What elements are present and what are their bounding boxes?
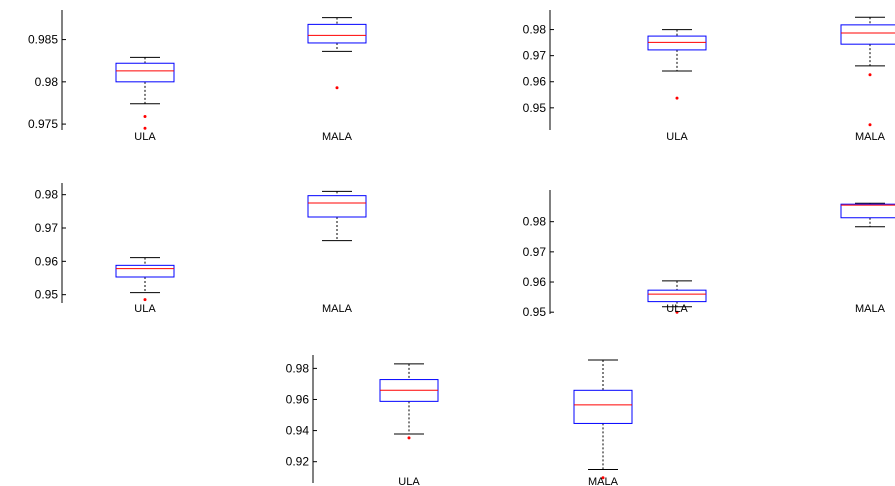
iqr-box: [840, 24, 895, 45]
panel-2: 0.95 0.96 0.97 0.98 ULA MALA: [523, 10, 895, 143]
x-category-label: MALA: [322, 131, 353, 143]
y-tick-label: 0.98: [286, 361, 310, 375]
x-category-label: MALA: [855, 303, 886, 315]
iqr-box: [307, 23, 367, 44]
outlier-point: [868, 73, 872, 77]
iqr-box: [647, 35, 707, 51]
y-tick-label: 0.96: [523, 275, 547, 289]
x-category-label: ULA: [666, 131, 688, 143]
y-tick-label: 0.96: [286, 392, 310, 406]
y-tick-label: 0.92: [286, 455, 310, 469]
outlier-point: [601, 476, 605, 480]
box-ula: [647, 280, 707, 314]
panel-4: 0.95 0.96 0.97 0.98 ULA MALA: [523, 190, 895, 319]
box-mala: [307, 190, 367, 242]
y-tick-label: 0.96: [35, 254, 59, 268]
x-category-label: ULA: [666, 303, 688, 315]
y-tick-label: 0.95: [523, 305, 547, 319]
outlier-point: [143, 298, 147, 302]
box-ula: [115, 56, 175, 130]
y-tick-label: 0.985: [28, 33, 58, 47]
box-ula: [647, 29, 707, 100]
panel-5: 0.92 0.94 0.96 0.98 ULA MALA: [286, 355, 633, 486]
iqr-box: [647, 289, 707, 303]
x-category-label: MALA: [322, 303, 353, 315]
y-tick-label: 0.98: [523, 23, 547, 37]
y-tick-label: 0.98: [523, 215, 547, 229]
outlier-point: [675, 310, 679, 314]
box-mala: [840, 202, 895, 228]
outlier-point: [868, 123, 872, 127]
y-tick-label: 0.97: [35, 221, 59, 235]
iqr-box: [573, 389, 633, 424]
iqr-box: [307, 195, 367, 218]
y-tick-label: 0.97: [523, 245, 547, 259]
y-tick-label: 0.98: [35, 75, 59, 89]
box-ula: [379, 363, 439, 440]
panel-3: 0.95 0.96 0.97 0.98 ULA MALA: [35, 183, 367, 315]
box-mala: [307, 17, 367, 90]
x-category-label: ULA: [134, 131, 156, 143]
y-tick-label: 0.97: [523, 49, 547, 63]
box-mala: [840, 16, 895, 127]
y-tick-label: 0.96: [523, 75, 547, 89]
y-tick-label: 0.95: [35, 288, 59, 302]
outlier-point: [335, 86, 339, 90]
y-tick-label: 0.975: [28, 117, 58, 131]
outlier-point: [675, 96, 679, 100]
iqr-box: [840, 203, 895, 219]
iqr-box: [115, 264, 175, 278]
x-category-label: ULA: [134, 303, 156, 315]
iqr-box: [115, 62, 175, 83]
y-tick-label: 0.98: [35, 188, 59, 202]
y-tick-label: 0.94: [286, 424, 310, 438]
x-category-label: MALA: [588, 476, 619, 486]
panel-1: 0.975 0.98 0.985 ULA MALA: [28, 10, 367, 143]
outlier-point: [143, 126, 147, 130]
x-category-label: MALA: [855, 131, 886, 143]
box-mala: [573, 359, 633, 480]
outlier-point: [143, 114, 147, 118]
y-tick-label: 0.95: [523, 101, 547, 115]
outlier-point: [407, 436, 411, 440]
box-ula: [115, 257, 175, 302]
x-category-label: ULA: [398, 476, 420, 486]
